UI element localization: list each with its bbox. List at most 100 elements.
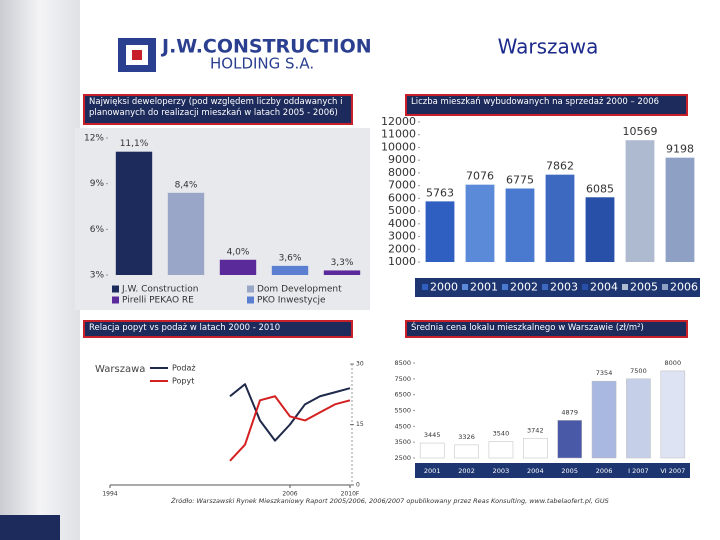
value-label: 3742 [527, 426, 544, 434]
plot-panel [83, 352, 365, 490]
x-tick-label: 2001 [470, 281, 498, 294]
x-tick-label: 2002 [510, 281, 538, 294]
x-tick-label: 2004 [527, 467, 544, 475]
x-tick-label: 2010F [341, 491, 360, 498]
y-tick-label: 3000 [388, 230, 416, 243]
bar [626, 378, 651, 459]
section-header: Średnia cena lokalu mieszkalnego w Warsz… [405, 320, 688, 338]
legend-swatch [622, 284, 628, 290]
chart-subtitle: Warszawa [95, 364, 145, 375]
legend-label: Dom Development [257, 285, 342, 295]
y-tick-label: 11000 [381, 128, 416, 141]
legend-label: Podaż [172, 364, 196, 373]
bar [425, 201, 455, 262]
y-tick-label: 2000 [388, 242, 416, 255]
x-tick-label: 2003 [550, 281, 578, 294]
y-tick-label: 9000 [388, 153, 416, 166]
legend-swatch [247, 296, 254, 304]
y2-tick-label: 30 [356, 361, 364, 368]
y-tick-label: 4000 [388, 217, 416, 230]
x-tick-label: 2005 [561, 467, 578, 475]
slide-title: Warszawa [498, 35, 599, 59]
section-header: Liczba mieszkań wybudowanych na sprzedaż… [405, 94, 688, 116]
value-label: 3540 [493, 430, 510, 438]
value-label: 4879 [561, 408, 578, 416]
company-sub: HOLDING S.A. [210, 55, 314, 73]
bar [115, 151, 153, 275]
bar [167, 192, 205, 275]
bar [219, 259, 257, 275]
bar [591, 380, 617, 459]
value-label: 8,4% [175, 180, 198, 190]
value-label: 3,3% [331, 258, 354, 268]
x-label-band [415, 463, 690, 478]
legend-swatch [422, 284, 428, 290]
value-label: 3,6% [279, 253, 302, 263]
value-label: 7862 [546, 160, 574, 173]
bar [625, 140, 655, 262]
value-label: 7076 [466, 170, 494, 183]
value-label: 5763 [426, 186, 454, 199]
value-label: 4,0% [227, 247, 250, 257]
bar [585, 197, 615, 262]
x-tick-label: I 2007 [628, 467, 649, 475]
y-tick-label: 12% [84, 134, 104, 144]
bar [523, 438, 548, 459]
y-tick-label: 8500 [394, 359, 411, 367]
y-tick-label: 3500 [394, 438, 411, 446]
legend-label: Popyt [172, 377, 194, 386]
series-line [229, 383, 351, 442]
legend-swatch [112, 285, 119, 293]
y-tick-label: 2500 [394, 454, 411, 462]
value-label: 7354 [596, 369, 613, 377]
value-label: 3326 [458, 433, 475, 441]
bar [419, 442, 445, 459]
x-tick-label: 2005 [630, 281, 658, 294]
y-tick-label: 7500 [394, 375, 411, 383]
bar [505, 188, 535, 262]
section-header: Najwięksi deweloperzy (pod względem licz… [83, 94, 353, 125]
legend-swatch [582, 284, 588, 290]
x-tick-label: 2002 [458, 467, 475, 475]
value-label: 10569 [623, 125, 658, 138]
value-label: 9198 [666, 143, 694, 156]
x-tick-label: 1994 [102, 491, 117, 498]
legend-label: Pirelli PEKAO RE [122, 296, 194, 306]
y-tick-label: 7000 [388, 179, 416, 192]
legend-swatch [662, 284, 668, 290]
value-label: 7500 [630, 367, 647, 375]
legend-swatch [542, 284, 548, 290]
bar [465, 184, 495, 262]
value-label: 3445 [424, 431, 441, 439]
y-tick-label: 5500 [394, 407, 411, 415]
y-tick-label: 12000 [381, 115, 416, 128]
x-tick-label: 2003 [493, 467, 510, 475]
pillar-background [0, 0, 80, 540]
legend-swatch [462, 284, 468, 290]
source-note: Źródło: Warszawski Rynek Mieszkaniowy Ra… [170, 496, 609, 505]
y-tick-label: 6500 [394, 391, 411, 399]
y-tick-label: 6% [90, 225, 105, 235]
bar [660, 370, 686, 459]
value-label: 11,1% [120, 139, 149, 149]
company-name: J.W.CONSTRUCTION [160, 36, 372, 58]
legend-swatch [502, 284, 508, 290]
y-tick-label: 8000 [388, 166, 416, 179]
y-tick-label: 3% [90, 271, 105, 281]
x-tick-label: 2004 [590, 281, 618, 294]
x-tick-label: 2006 [670, 281, 698, 294]
y-tick-label: 5000 [388, 204, 416, 217]
corner-block [0, 515, 60, 540]
x-tick-label: VI 2007 [660, 467, 685, 475]
legend-label: PKO Inwestycje [257, 296, 326, 306]
section-header: Relacja popyt vs podaż w latach 2000 - 2… [83, 320, 353, 338]
bar [454, 444, 479, 459]
bar [545, 174, 575, 262]
value-label: 6085 [586, 182, 614, 195]
value-label: 6775 [506, 174, 534, 187]
x-tick-label: 2000 [430, 281, 458, 294]
y-tick-label: 9% [90, 179, 105, 189]
y-tick-label: 6000 [388, 191, 416, 204]
x-tick-label: 2001 [424, 467, 441, 475]
